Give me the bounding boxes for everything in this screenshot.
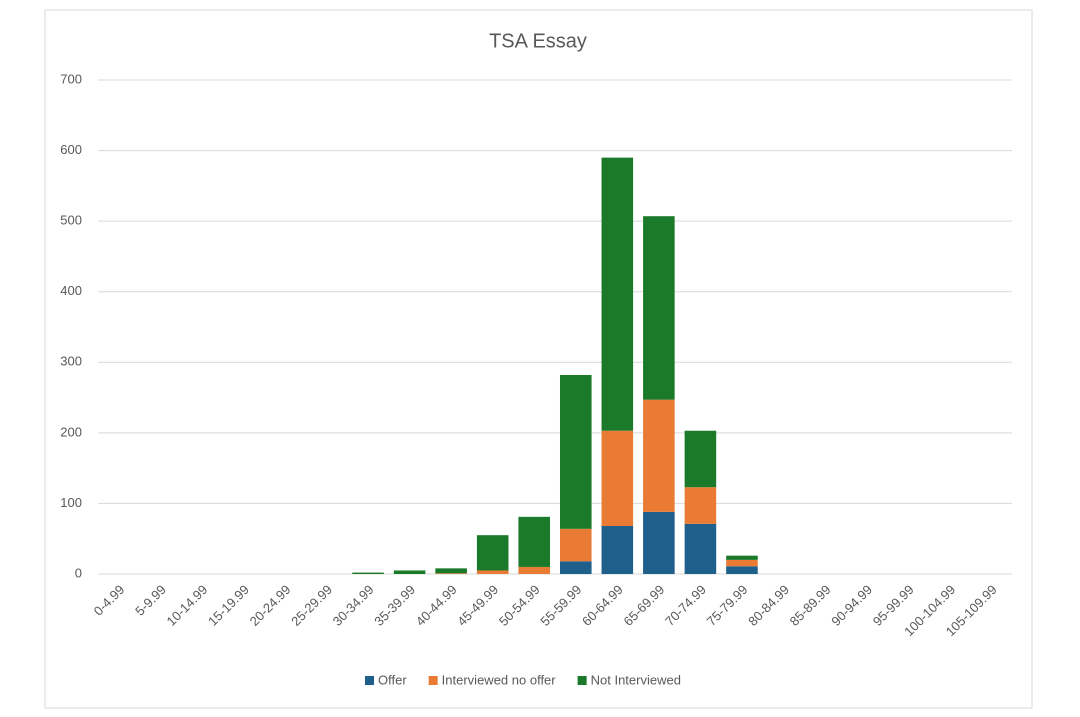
y-tick-label: 400 (60, 283, 82, 298)
bar-segment (684, 487, 717, 524)
bar-segment (559, 374, 592, 529)
legend-label: Not Interviewed (591, 672, 681, 687)
bar-segment (352, 572, 384, 574)
bar-segment (643, 511, 675, 574)
y-tick-label: 200 (60, 424, 82, 439)
bar-segment (601, 430, 634, 527)
y-tick-label: 700 (60, 71, 82, 86)
chart-frame (44, 9, 1033, 709)
bar-segment (476, 570, 509, 574)
y-tick-label: 500 (60, 213, 82, 228)
legend-label: Offer (378, 672, 407, 687)
bar-segment (601, 157, 634, 431)
y-tick-label: 100 (60, 495, 82, 510)
bar-segment (726, 566, 758, 574)
bar-segment (559, 561, 592, 574)
bar-segment (643, 399, 675, 512)
bar-segment (518, 566, 551, 574)
bar-segment (476, 535, 509, 571)
y-tick-label: 0 (75, 565, 82, 580)
legend-swatch (428, 676, 438, 685)
y-tick-label: 300 (60, 354, 82, 369)
bar-segment (559, 528, 592, 562)
bar-segment (435, 568, 467, 574)
y-tick-label: 600 (60, 142, 82, 157)
bar-segment (684, 523, 717, 574)
bar-segment (518, 516, 551, 567)
legend-swatch (365, 676, 374, 685)
bar-segment (726, 555, 758, 560)
bar-segment (726, 559, 758, 567)
legend-swatch (577, 676, 587, 685)
bar-segment (643, 216, 675, 400)
legend-label: Interviewed no offer (442, 672, 557, 687)
chart-title: TSA Essay (489, 30, 587, 52)
bar-segment (601, 526, 634, 574)
bar-segment (684, 430, 717, 488)
bar-segment (393, 570, 426, 574)
bar-segment (435, 573, 467, 574)
